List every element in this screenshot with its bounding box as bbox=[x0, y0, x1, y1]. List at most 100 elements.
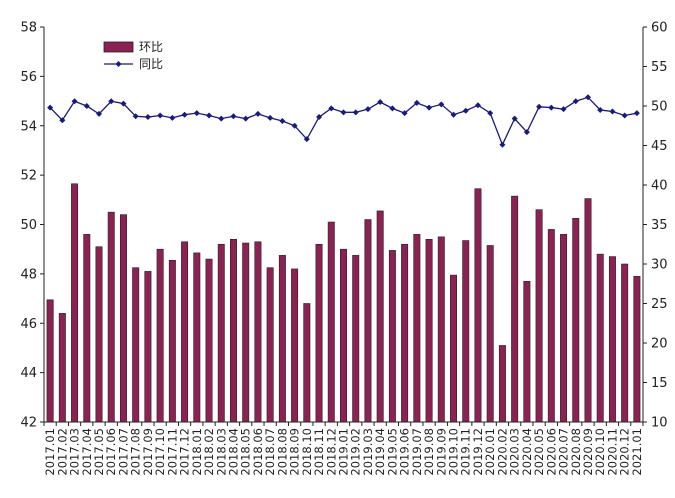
line-point-2019.08 bbox=[426, 104, 433, 111]
line-point-2017.07 bbox=[120, 100, 127, 107]
bar-2020.07 bbox=[560, 234, 568, 423]
x-tick-label: 2017.04 bbox=[80, 428, 94, 476]
right-tick-label: 25 bbox=[651, 297, 668, 312]
bar-2018.07 bbox=[266, 267, 274, 423]
bar-2020.01 bbox=[486, 245, 494, 423]
line-point-2018.08 bbox=[279, 118, 286, 125]
tick-labels: 42 44 46 48 50 52 54 56 58 10 15 20 25 30 35 40 45 50 55 60… bbox=[20, 21, 667, 476]
line-point-2019.07 bbox=[413, 99, 420, 106]
line-point-2017.02 bbox=[59, 117, 66, 124]
x-tick-label: 2018.02 bbox=[202, 428, 216, 476]
bar-2019.09 bbox=[437, 236, 445, 423]
bar-2017.02 bbox=[58, 313, 66, 423]
line-point-2018.01 bbox=[193, 110, 200, 117]
line-point-2020.07 bbox=[560, 106, 567, 113]
right-tick-label: 20 bbox=[651, 337, 668, 352]
bar-2020.09 bbox=[584, 198, 592, 423]
x-tick-label: 2020.03 bbox=[508, 428, 522, 476]
line-point-2018.02 bbox=[206, 112, 213, 119]
bar-2018.03 bbox=[217, 243, 225, 423]
line-point-2019.03 bbox=[364, 106, 371, 113]
legend-marker bbox=[115, 61, 122, 67]
x-tick-label: 2019.04 bbox=[373, 428, 387, 476]
right-tick-label: 40 bbox=[651, 179, 668, 194]
left-tick-label: 58 bbox=[20, 21, 37, 36]
right-tick-label: 35 bbox=[651, 218, 668, 233]
bar-2017.07 bbox=[119, 214, 127, 423]
bar-2020.04 bbox=[523, 280, 531, 423]
left-tick-label: 54 bbox=[20, 119, 37, 134]
line-point-2020.09 bbox=[584, 94, 591, 101]
line-point-2019.05 bbox=[389, 105, 396, 112]
x-tick-label: 2018.07 bbox=[263, 428, 277, 476]
left-tick-label: 48 bbox=[20, 267, 37, 282]
line-series bbox=[47, 94, 640, 148]
bar-2020.10 bbox=[596, 253, 604, 423]
line-point-2018.04 bbox=[230, 113, 237, 120]
x-tick-label: 2020.11 bbox=[605, 428, 619, 476]
bar-2020.05 bbox=[535, 209, 543, 423]
line-point-2020.06 bbox=[548, 104, 555, 111]
x-tick-label: 2017.11 bbox=[165, 428, 179, 476]
bar-2017.10 bbox=[156, 248, 164, 423]
bar-2019.01 bbox=[340, 248, 347, 423]
x-tick-label: 2018.12 bbox=[324, 428, 338, 476]
line-point-2020.04 bbox=[523, 129, 530, 136]
legend: 环比 同比 bbox=[103, 40, 163, 71]
x-tick-label: 2021.01 bbox=[630, 428, 644, 476]
bar-2019.08 bbox=[425, 239, 433, 423]
right-tick-label: 60 bbox=[651, 21, 668, 36]
line-point-2018.06 bbox=[254, 110, 261, 117]
bar-2019.12 bbox=[474, 188, 482, 423]
right-tick-label: 45 bbox=[651, 139, 668, 154]
line-point-2019.06 bbox=[401, 110, 408, 117]
bar-2017.09 bbox=[144, 271, 152, 423]
line-point-2018.12 bbox=[328, 105, 335, 112]
legend-label-bar: 环比 bbox=[139, 40, 163, 54]
bar-2017.04 bbox=[83, 234, 91, 423]
line-point-2018.11 bbox=[316, 114, 323, 121]
x-tick-label: 2019.03 bbox=[361, 428, 375, 476]
bar-2018.11 bbox=[315, 243, 323, 423]
right-tick-label: 50 bbox=[651, 100, 668, 115]
line-point-2018.07 bbox=[267, 114, 274, 121]
bar-2020.12 bbox=[621, 263, 629, 423]
x-tick-label: 2018.06 bbox=[251, 428, 265, 476]
bar-2019.06 bbox=[401, 243, 409, 423]
line-point-2019.10 bbox=[450, 111, 457, 118]
line-point-2017.06 bbox=[108, 98, 115, 105]
x-tick-label: 2018.04 bbox=[226, 428, 240, 476]
bar-2017.01 bbox=[46, 299, 54, 423]
line-point-2019.01 bbox=[340, 109, 347, 116]
line-point-2017.05 bbox=[96, 110, 103, 117]
line-point-2021.01 bbox=[633, 110, 640, 117]
legend-label-line: 同比 bbox=[139, 57, 163, 71]
right-tick-label: 10 bbox=[651, 416, 668, 431]
x-tick-label: 2019.12 bbox=[471, 428, 485, 476]
line-point-2018.05 bbox=[242, 115, 249, 122]
x-tick-label: 2017.05 bbox=[92, 428, 106, 476]
line-point-2019.12 bbox=[474, 102, 481, 109]
x-tick-label: 2018.10 bbox=[300, 428, 314, 476]
x-tick-label: 2018.08 bbox=[275, 428, 289, 476]
x-tick-label: 2018.01 bbox=[190, 428, 204, 476]
line-point-2020.02 bbox=[499, 141, 506, 148]
left-tick-label: 52 bbox=[20, 169, 37, 184]
line-point-2017.03 bbox=[71, 98, 78, 105]
x-tick-label: 2017.03 bbox=[68, 428, 82, 476]
bar-2019.03 bbox=[364, 219, 372, 423]
line-point-2020.05 bbox=[536, 103, 543, 110]
line-point-2017.04 bbox=[83, 103, 90, 109]
line-point-2017.01 bbox=[47, 104, 54, 111]
bar-2018.08 bbox=[278, 255, 286, 423]
x-tick-label: 2020.10 bbox=[593, 428, 607, 476]
x-tick-label: 2020.06 bbox=[544, 428, 558, 476]
bar-2019.02 bbox=[352, 255, 360, 423]
left-tick-label: 46 bbox=[20, 317, 37, 332]
line-point-2019.04 bbox=[377, 99, 384, 106]
bar-2017.05 bbox=[95, 246, 103, 423]
x-tick-label: 2017.01 bbox=[43, 428, 57, 476]
bar-2018.01 bbox=[193, 252, 201, 423]
x-tick-label: 2017.09 bbox=[141, 428, 155, 476]
